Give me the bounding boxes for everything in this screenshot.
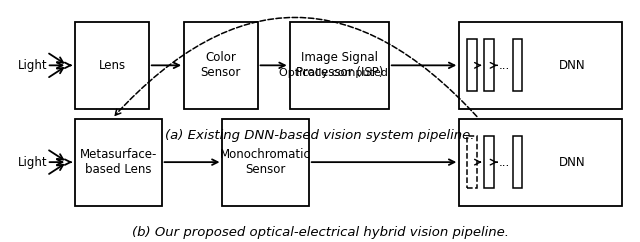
Bar: [460, 22, 623, 109]
Bar: [290, 22, 389, 109]
Bar: [184, 22, 258, 109]
Text: DNN: DNN: [559, 156, 586, 169]
Text: Metasurface-
based Lens: Metasurface- based Lens: [80, 148, 157, 176]
Bar: [76, 119, 161, 206]
Text: Light: Light: [18, 59, 47, 72]
Text: Optically computed: Optically computed: [279, 68, 388, 78]
Text: DNN: DNN: [559, 59, 586, 72]
Bar: [76, 22, 148, 109]
Text: (b) Our proposed optical-electrical hybrid vision pipeline.: (b) Our proposed optical-electrical hybr…: [131, 226, 509, 239]
Text: Lens: Lens: [99, 59, 125, 72]
Bar: [513, 136, 522, 188]
Text: Monochromatic
Sensor: Monochromatic Sensor: [220, 148, 311, 176]
Bar: [223, 119, 308, 206]
Text: ...: ...: [499, 59, 510, 72]
Bar: [513, 39, 522, 91]
Bar: [460, 119, 623, 206]
Bar: [484, 39, 494, 91]
Text: Image Signal
Processor (ISP): Image Signal Processor (ISP): [296, 51, 383, 79]
Text: (a) Existing DNN-based vision system pipeline.: (a) Existing DNN-based vision system pip…: [165, 129, 475, 143]
Bar: [484, 136, 494, 188]
Bar: [467, 136, 477, 188]
Bar: [467, 39, 477, 91]
Text: Color
Sensor: Color Sensor: [200, 51, 241, 79]
Text: ...: ...: [499, 156, 510, 169]
Text: Light: Light: [18, 156, 47, 169]
